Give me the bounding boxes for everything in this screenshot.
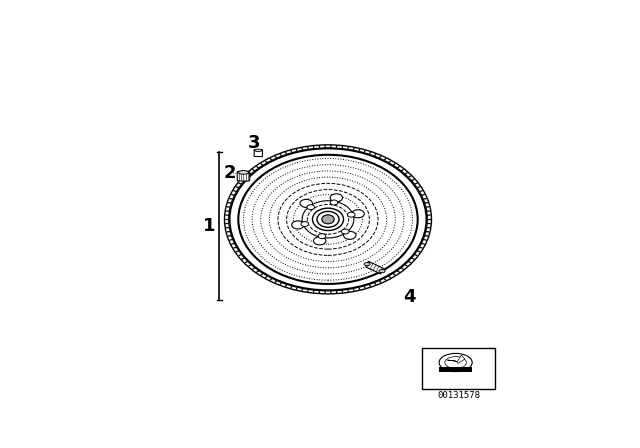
Ellipse shape (348, 212, 355, 217)
Ellipse shape (317, 211, 339, 227)
Text: 1: 1 (203, 217, 215, 235)
FancyBboxPatch shape (237, 172, 250, 181)
Polygon shape (365, 261, 383, 274)
Ellipse shape (352, 210, 364, 218)
Ellipse shape (318, 234, 326, 239)
Text: 00131578: 00131578 (437, 391, 480, 400)
Bar (422, 348, 495, 389)
Ellipse shape (322, 215, 334, 224)
Ellipse shape (255, 149, 262, 151)
Ellipse shape (314, 237, 326, 245)
FancyBboxPatch shape (254, 150, 262, 156)
Ellipse shape (292, 221, 304, 229)
Ellipse shape (330, 194, 342, 202)
Ellipse shape (330, 200, 338, 205)
Ellipse shape (344, 231, 356, 239)
Ellipse shape (301, 222, 308, 227)
Text: 3: 3 (248, 134, 260, 152)
Text: 2: 2 (223, 164, 236, 182)
Ellipse shape (364, 263, 370, 266)
Polygon shape (447, 355, 465, 363)
Ellipse shape (300, 199, 312, 207)
Ellipse shape (379, 270, 385, 273)
Ellipse shape (238, 171, 249, 174)
Text: 4: 4 (403, 288, 415, 306)
Bar (439, 366, 472, 371)
Ellipse shape (342, 229, 349, 234)
Ellipse shape (225, 145, 431, 294)
Ellipse shape (307, 205, 314, 210)
